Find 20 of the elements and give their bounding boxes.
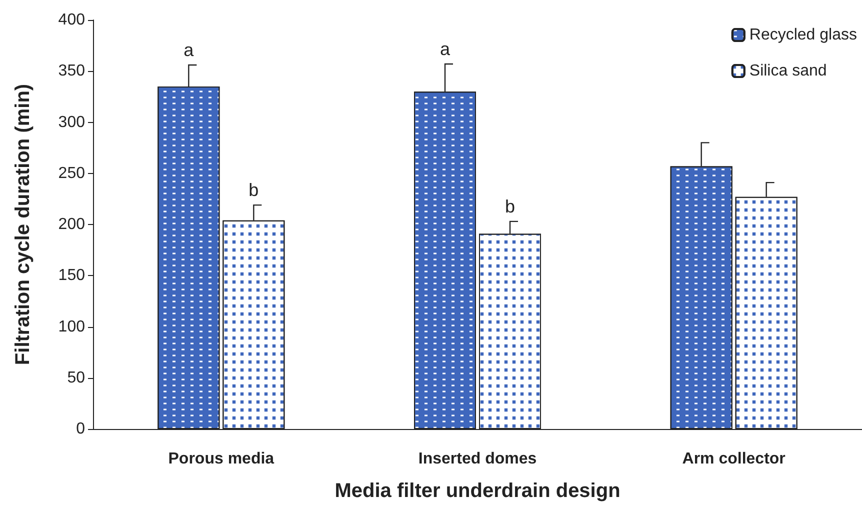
y-tick-label: 0 <box>76 420 86 438</box>
x-tick-label: Porous media <box>168 450 274 468</box>
x-tick-label: Inserted domes <box>418 450 537 468</box>
annotation: a <box>440 38 451 59</box>
annotation: b <box>248 180 259 200</box>
annotation: b <box>504 196 516 216</box>
y-tick-label: 350 <box>58 62 86 80</box>
y-tick-label: 250 <box>58 164 86 182</box>
x-axis-title: Media filter underdrain design <box>334 480 620 502</box>
legend-label: Recycled glass <box>749 26 858 44</box>
y-tick-label: 400 <box>58 12 86 28</box>
legend-label: Silica sand <box>749 62 827 80</box>
y-tick-label: 50 <box>67 369 86 386</box>
x-tick-label: Arm collector <box>682 450 786 468</box>
y-tick-label: 300 <box>58 114 86 131</box>
y-tick-label: 100 <box>58 318 86 336</box>
y-axis-title: Filtration cycle duration (min) <box>12 84 34 366</box>
y-tick-label: 150 <box>58 267 86 284</box>
y-tick-label: 200 <box>58 216 86 233</box>
annotation: a <box>184 40 195 60</box>
